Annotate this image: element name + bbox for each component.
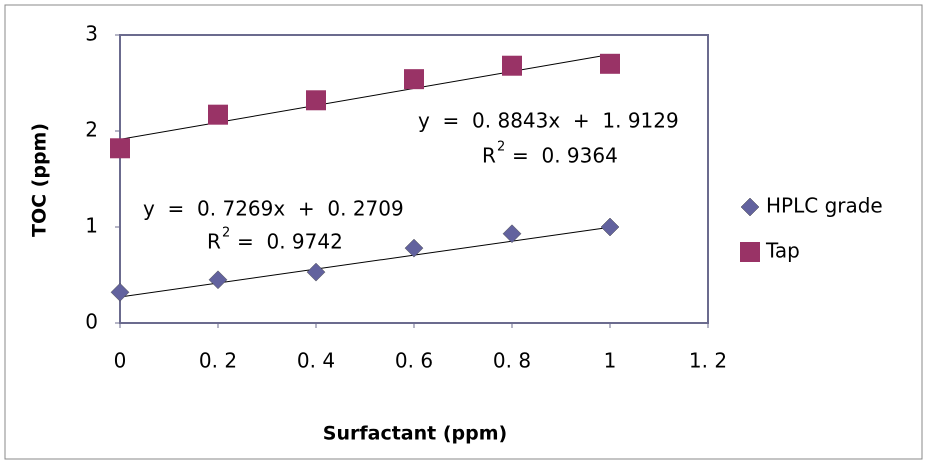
r-squared-sup: 2 <box>222 226 230 241</box>
data-point <box>404 69 424 90</box>
y-tick-label: 1 <box>85 214 98 238</box>
x-tick-label: 0. 4 <box>297 349 335 373</box>
legend-label: HPLC grade <box>766 194 883 218</box>
data-point <box>110 138 130 159</box>
r-squared-value: = 0. 9742 <box>237 230 343 254</box>
y-tick-label: 0 <box>85 310 98 334</box>
data-point <box>404 238 424 258</box>
legend-marker <box>740 242 760 262</box>
x-tick-label: 0. 2 <box>199 349 237 373</box>
data-point <box>600 217 620 237</box>
trend-equation: y = 0. 7269x + 0. 2709 <box>143 197 404 221</box>
x-axis-title: Surfactant (ppm) <box>323 423 507 445</box>
trend-equation: y = 0. 8843x + 1. 9129 <box>418 109 679 133</box>
data-point <box>502 224 522 244</box>
data-point <box>306 90 326 111</box>
data-point <box>306 262 326 282</box>
x-tick-label: 0. 6 <box>395 349 433 373</box>
data-point <box>502 55 522 76</box>
x-tick-label: 0 <box>114 349 127 373</box>
trendline <box>119 53 611 140</box>
x-tick-label: 0. 8 <box>493 349 531 373</box>
r-squared-sup: 2 <box>497 140 505 155</box>
y-tick-label: 2 <box>85 118 98 142</box>
x-tick-label: 1 <box>604 349 617 373</box>
r-squared-label: R <box>482 144 496 168</box>
data-point <box>110 282 130 302</box>
legend-label: Tap <box>765 239 800 263</box>
r-squared-value: = 0. 9364 <box>512 144 618 168</box>
data-point <box>208 104 228 125</box>
y-tick-label: 3 <box>85 22 98 46</box>
trendline <box>119 226 611 298</box>
y-axis-title: TOC (ppm) <box>29 123 51 237</box>
data-point <box>208 270 228 290</box>
data-point <box>600 53 620 74</box>
x-tick-label: 1. 2 <box>689 349 727 373</box>
r-squared-label: R <box>207 230 221 254</box>
legend-marker <box>740 197 760 217</box>
